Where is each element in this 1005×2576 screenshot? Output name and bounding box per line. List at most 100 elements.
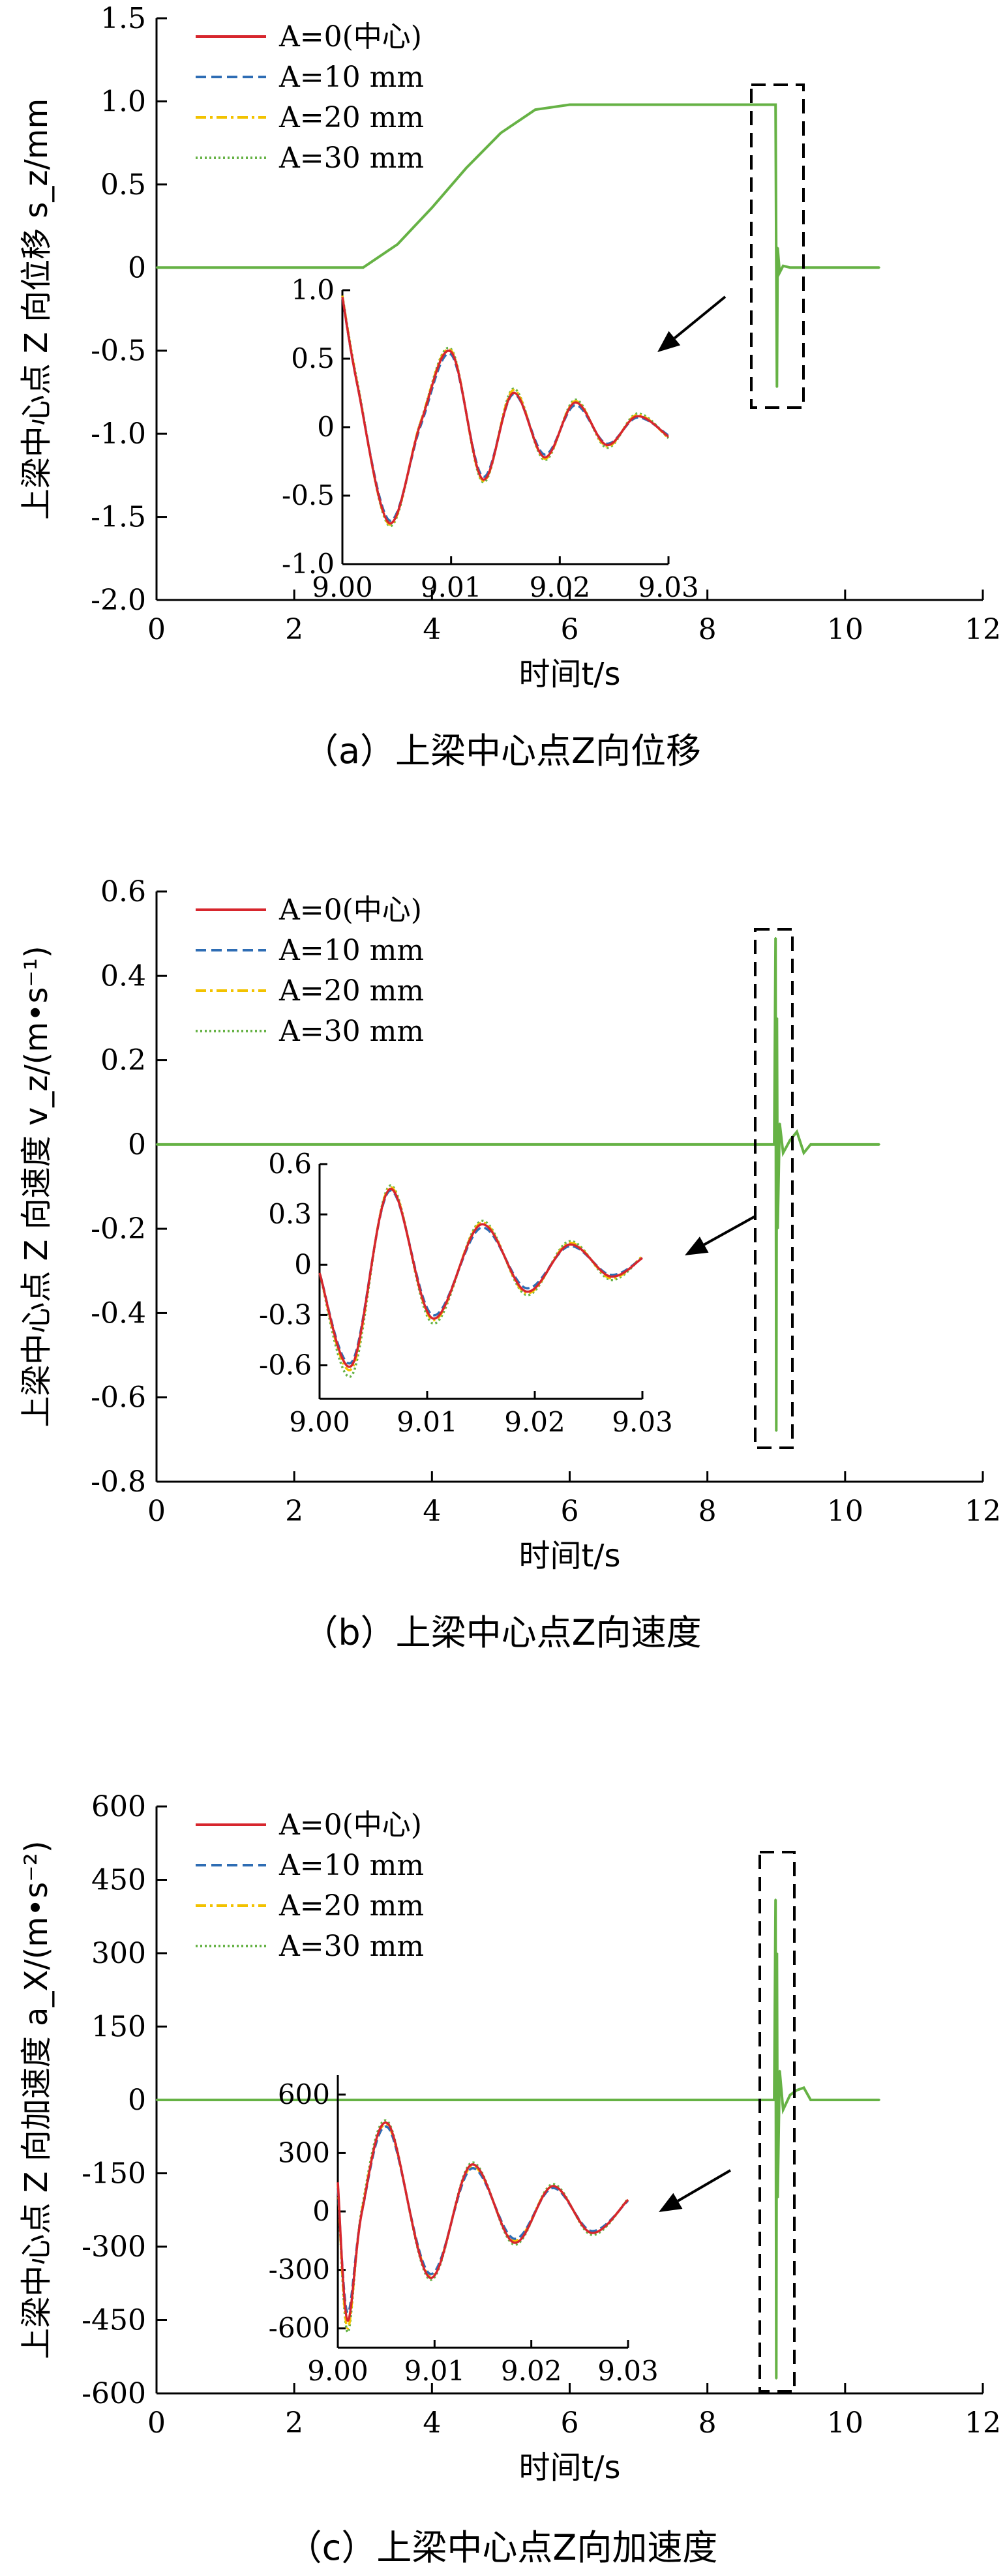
main-curve-point <box>779 2069 781 2072</box>
legend-entry: A=20 mm <box>278 1889 424 1923</box>
main-curve-point <box>878 1143 880 1146</box>
axes-frame: 0 2 4 6 8 10 12 0.6 0.4 0.2 0 -0.2 -0.4 -0.6 -0.8 <box>91 875 1001 1528</box>
zoom-arrow-line <box>677 2169 732 2202</box>
legend-entry: A=10 mm <box>278 61 424 94</box>
main-curve-point <box>773 2099 775 2101</box>
inset-y-tick-label: -0.6 <box>259 1349 312 1381</box>
inset-x-tick-label: 9.03 <box>638 571 699 603</box>
main-curve-point <box>775 1430 777 1432</box>
main-curve-point <box>782 1152 785 1154</box>
zoom-arrow-head <box>685 1236 709 1255</box>
inset-x-tick-label: 9.00 <box>307 2355 368 2387</box>
x-tick-label: 2 <box>285 613 303 646</box>
inset-y-tick-label: 0.5 <box>291 342 335 374</box>
inset-y-tick-label: -0.5 <box>282 479 335 511</box>
inset-series-line <box>337 2121 629 2322</box>
inset-y-tick-label: 0.3 <box>268 1198 312 1230</box>
chart-b: 0 2 4 6 8 10 12 0.6 0.4 0.2 0 -0.2 -0.4 -0.6 -0.8 时间t/s… <box>18 875 1001 1653</box>
inset-y-tick-label: 0 <box>294 1248 312 1280</box>
y-tick-label: 1.5 <box>100 2 146 35</box>
main-curve-point <box>776 1952 778 1954</box>
legend-entry: A=30 mm <box>278 142 424 175</box>
figure-caption: （b）上梁中心点Z向速度 <box>303 1612 701 1653</box>
legend-entry: A=0(中心) <box>278 893 422 927</box>
inset-x-tick-label: 9.02 <box>530 571 591 603</box>
inset-y-tick-label: 1.0 <box>291 274 335 306</box>
x-tick-label: 10 <box>827 2406 863 2440</box>
zoom-highlight-box <box>758 1851 796 2393</box>
inset-x-tick-label: 9.00 <box>289 1406 350 1438</box>
main-curve-point <box>878 2099 880 2101</box>
main-curve-point <box>776 386 778 388</box>
y-tick-label: 0 <box>128 1128 146 1161</box>
legend: A=0(中心) A=10 mm A=20 mm A=30 mm <box>196 893 424 1048</box>
main-curve-point <box>773 104 775 106</box>
y-tick-label: -300 <box>82 2230 146 2264</box>
inset-y-tick-label: 600 <box>278 2078 330 2110</box>
y-tick-label: 0.6 <box>100 875 146 908</box>
x-tick-label: 6 <box>561 613 579 646</box>
main-curve-line <box>157 103 880 387</box>
x-tick-label: 0 <box>147 2406 166 2440</box>
inset-chart: 9.00 9.01 9.02 9.03 1.0 0.5 0 -0.5 -1.0 <box>282 274 699 603</box>
main-curve-point <box>782 265 785 267</box>
x-tick-label: 10 <box>827 613 863 646</box>
main-curve-point <box>774 104 777 106</box>
main-curve-point <box>155 267 158 269</box>
main-curve-point <box>789 1139 791 1141</box>
main-curve-point <box>779 271 781 274</box>
y-tick-label: -0.2 <box>91 1212 146 1246</box>
legend-entry: A=20 mm <box>278 101 424 134</box>
x-tick-label: 0 <box>147 613 166 646</box>
y-tick-label: -600 <box>82 2377 146 2410</box>
y-tick-label: 150 <box>91 2011 146 2044</box>
inset-chart: 9.00 9.01 9.02 9.03 600 300 0 -300 -600 <box>269 2075 659 2387</box>
chart-a: 0 2 4 6 8 10 12 1.5 1.0 0.5 0 -0.5 -1.0 -1.5 -2.0 时间t/s… <box>18 2 1001 771</box>
x-axis-label: 时间t/s <box>518 2449 620 2486</box>
inset-series-line <box>318 1188 644 1368</box>
main-curve-point <box>782 2108 785 2111</box>
y-tick-label: -0.6 <box>91 1381 146 1415</box>
figure-caption: （a）上梁中心点Z向位移 <box>303 730 701 771</box>
x-tick-label: 2 <box>285 2406 303 2440</box>
y-tick-label: -0.8 <box>91 1465 146 1499</box>
inset-x-tick-label: 9.02 <box>504 1406 565 1438</box>
legend-entry: A=0(中心) <box>278 1808 422 1842</box>
zoom-highlight-box <box>754 928 794 1449</box>
zoom-arrow-head <box>659 2193 683 2212</box>
main-curve-point <box>362 267 364 269</box>
zoom-highlight-box <box>750 83 805 409</box>
zoom-arrow-line <box>674 295 727 340</box>
main-curve-point <box>803 2087 805 2089</box>
main-curve-point <box>431 207 433 209</box>
main-curve-point <box>803 1152 805 1154</box>
x-tick-label: 8 <box>698 1495 717 1528</box>
legend: A=0(中心) A=10 mm A=20 mm A=30 mm <box>196 1808 424 1963</box>
inset-y-tick-label: 0.6 <box>268 1148 312 1180</box>
axes-frame: 0 2 4 6 8 10 12 600 450 300 150 0 -150 -300 -450 -600 <box>82 1790 1001 2440</box>
y-tick-label: 600 <box>91 1790 146 1823</box>
main-curve-point <box>878 267 880 269</box>
inset-series-line <box>318 1190 643 1365</box>
legend-entry: A=30 mm <box>278 1015 424 1048</box>
figure-caption: （c）上梁中心点Z向加速度 <box>287 2527 718 2568</box>
inset-x-tick-label: 9.02 <box>501 2355 562 2387</box>
inset-y-tick-label: -600 <box>269 2312 330 2344</box>
y-tick-label: -0.5 <box>91 335 146 368</box>
main-curve-point <box>789 267 791 269</box>
y-tick-label: -450 <box>82 2304 146 2337</box>
zoom-arrow-head <box>657 331 681 352</box>
main-curve-point <box>397 243 398 245</box>
inset-x-tick-label: 9.03 <box>612 1406 673 1438</box>
main-curve-line <box>157 1899 880 2379</box>
legend: A=0(中心) A=10 mm A=20 mm A=30 mm <box>196 20 424 175</box>
inset-series-line <box>337 2125 629 2314</box>
main-curve-point <box>777 1227 779 1230</box>
inset-y-tick-label: 0 <box>317 411 335 443</box>
x-tick-label: 8 <box>698 2406 717 2440</box>
main-curve-point <box>775 267 777 269</box>
main-curve-point <box>773 1143 775 1146</box>
legend-entry: A=10 mm <box>278 934 424 967</box>
y-tick-label: -150 <box>82 2157 146 2191</box>
